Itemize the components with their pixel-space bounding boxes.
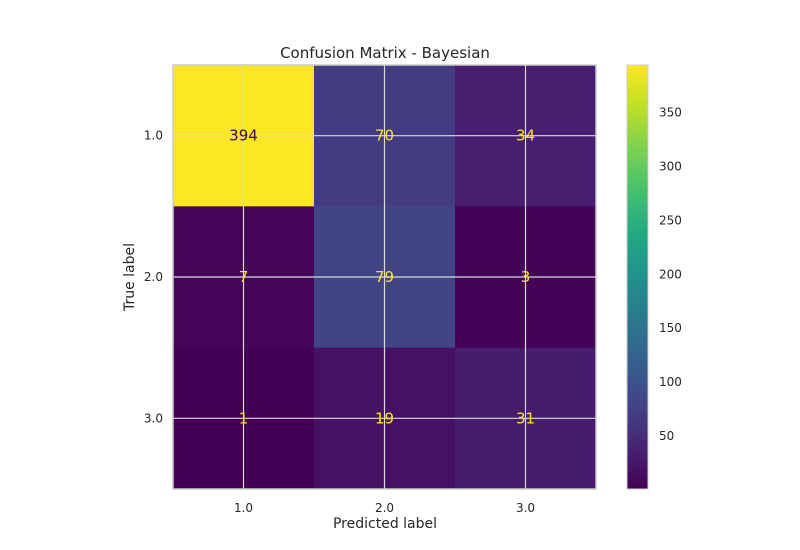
y-tick-label: 3.0: [144, 411, 163, 425]
cell-value-label: 1: [239, 409, 249, 427]
cell-value-label: 394: [229, 127, 258, 145]
cell-value-label: 70: [375, 127, 394, 145]
colorbar-tick-label: 250: [659, 213, 682, 227]
plot-frame: [172, 64, 597, 490]
cell-labels: 394 70 347 79 31 19 31: [229, 127, 535, 428]
colorbar-tick-label: 200: [659, 267, 682, 281]
cell-value-label: 3: [521, 268, 531, 286]
y-tick-label: 1.0: [144, 129, 163, 143]
cell-value-label: 19: [375, 409, 394, 427]
x-tick-label: 3.0: [516, 501, 535, 515]
x-tick-label: 2.0: [375, 501, 394, 515]
cell-value-label: 31: [516, 409, 535, 427]
cell-value-label: 79: [375, 268, 394, 286]
cell-value-label: 7: [239, 268, 249, 286]
chart-title: Confusion Matrix - Bayesian: [280, 44, 490, 62]
colorbar-tick-label: 150: [659, 321, 682, 335]
colorbar-tick-label: 100: [659, 375, 682, 389]
y-tick-label: 2.0: [144, 270, 163, 284]
x-tick-label: 1.0: [234, 501, 253, 515]
gridlines: [173, 65, 596, 489]
y-axis-label: True label: [122, 243, 138, 312]
colorbar: [626, 64, 649, 490]
colorbar-tick-label: 300: [659, 159, 682, 173]
colorbar-ticks: 50 100 150 200 250 300 350: [659, 105, 682, 443]
x-tick-labels: 1.0 2.0 3.0: [234, 501, 535, 515]
colorbar-tick-label: 350: [659, 105, 682, 119]
cell-value-label: 34: [516, 127, 535, 145]
y-tick-labels: 1.0 2.0 3.0: [144, 129, 163, 426]
colorbar-tick-label: 50: [659, 429, 674, 443]
x-axis-label: Predicted label: [333, 516, 437, 532]
